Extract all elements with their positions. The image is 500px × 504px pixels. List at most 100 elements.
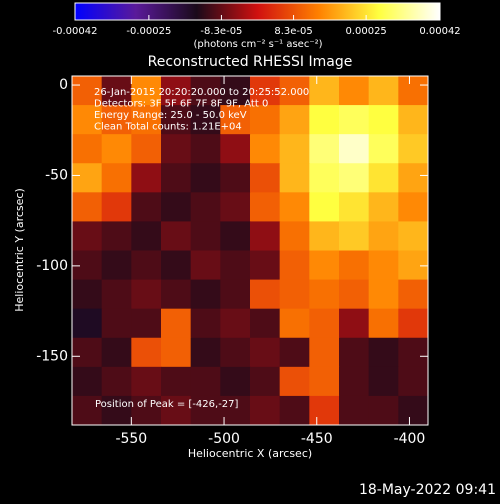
heatmap-cell <box>368 221 399 251</box>
heatmap-cell <box>220 308 251 339</box>
heatmap-cell <box>220 192 251 222</box>
heatmap-cell <box>161 163 192 193</box>
heatmap-cell <box>101 105 132 135</box>
y-axis-label: Heliocentric Y (arcsec) <box>13 188 26 312</box>
heatmap-cell <box>190 395 221 426</box>
heatmap-cell <box>72 337 103 368</box>
heatmap-cell <box>101 250 132 281</box>
heatmap-cell <box>250 221 281 251</box>
heatmap-cell <box>101 308 132 339</box>
heatmap-cell <box>72 395 103 426</box>
heatmap-cell <box>220 76 251 106</box>
heatmap-cell <box>250 192 281 222</box>
heatmap-cell <box>220 279 251 310</box>
heatmap-cell <box>250 308 281 339</box>
plot-frame <box>71 75 429 426</box>
heatmap-cell <box>279 395 310 426</box>
heatmap-cell <box>250 279 281 310</box>
heatmap-cell <box>339 134 370 164</box>
heatmap-cell <box>339 192 370 222</box>
heatmap-cell <box>309 308 340 339</box>
heatmap-cell <box>250 134 281 164</box>
heatmap-cell <box>161 279 192 310</box>
heatmap-cell <box>190 221 221 251</box>
footer-date: 18-May-2022 09:41 <box>359 482 496 498</box>
heatmap-cell <box>161 76 192 106</box>
heatmap-cell <box>279 221 310 251</box>
x-tick-label: -550 <box>115 431 147 447</box>
heatmap-cell <box>161 192 192 222</box>
heatmap-cell <box>161 105 192 135</box>
heatmap-cell <box>309 279 340 310</box>
heatmap-cell <box>398 250 429 281</box>
heatmap-cell <box>368 163 399 193</box>
heatmap-cell <box>398 76 429 106</box>
heatmap-cell <box>101 279 132 310</box>
y-tick-label: -100 <box>36 258 68 274</box>
colorbar-tick-label: 0.00042 <box>419 26 460 37</box>
annotation: Clean Total counts: 1.21E+04 <box>94 122 242 133</box>
heatmap-cell <box>368 395 399 426</box>
heatmap-cell <box>101 163 132 193</box>
heatmap-cell <box>72 221 103 251</box>
heatmap-cell <box>309 250 340 281</box>
heatmap-cell <box>279 192 310 222</box>
colorbar-tick-label: -8.3e-05 <box>200 26 242 37</box>
heatmap-cell <box>72 308 103 339</box>
heatmap-cell <box>190 366 221 397</box>
heatmap-cell <box>131 105 162 135</box>
heatmap-cell <box>309 366 340 397</box>
heatmap-cell <box>368 366 399 397</box>
heatmap-cell <box>220 134 251 164</box>
heatmap-cell <box>250 163 281 193</box>
heatmap-cell <box>190 105 221 135</box>
heatmap-cell <box>398 192 429 222</box>
heatmap-cell <box>398 134 429 164</box>
heatmap-cell <box>101 76 132 106</box>
heatmap-cell <box>250 366 281 397</box>
heatmap-cell <box>72 366 103 397</box>
heatmap-cell <box>161 366 192 397</box>
heatmap-cell <box>190 308 221 339</box>
heatmap-cell <box>309 221 340 251</box>
heatmap-cell <box>220 395 251 426</box>
colorbar-tick-label: 0.00025 <box>345 26 386 37</box>
colorbar-tick-label: -0.00025 <box>126 26 171 37</box>
heatmap-cell <box>72 105 103 135</box>
heatmap-cell <box>101 337 132 368</box>
heatmap-cell <box>161 134 192 164</box>
colorbar-tick-label: 8.3e-05 <box>274 26 312 37</box>
heatmap-cell <box>72 192 103 222</box>
heatmap-cell <box>339 395 370 426</box>
heatmap-cell <box>309 76 340 106</box>
heatmap-cell <box>398 366 429 397</box>
heatmap-cell <box>220 221 251 251</box>
heatmap-cell <box>279 163 310 193</box>
heatmap-cell <box>131 366 162 397</box>
heatmap-cell <box>339 250 370 281</box>
heatmap-cell <box>131 221 162 251</box>
heatmap-cell <box>190 192 221 222</box>
heatmap-cell <box>250 250 281 281</box>
colorbar-tick-label: -0.00042 <box>53 26 98 37</box>
heatmap-cell <box>101 366 132 397</box>
chart-title: Reconstructed RHESSI Image <box>148 54 353 70</box>
heatmap-cell <box>190 163 221 193</box>
heatmap-cell <box>339 279 370 310</box>
heatmap-cell <box>190 250 221 281</box>
y-tick-label: 0 <box>59 77 68 93</box>
heatmap-cell <box>220 250 251 281</box>
heatmap-cell <box>190 279 221 310</box>
heatmap-cell <box>398 163 429 193</box>
heatmap-cell <box>250 76 281 106</box>
heatmap-cell <box>309 395 340 426</box>
heatmap-cell <box>279 279 310 310</box>
heatmap-cell <box>279 134 310 164</box>
colorbar-label: (photons cm⁻² s⁻¹ asec⁻²) <box>193 39 322 50</box>
heatmap-cell <box>131 250 162 281</box>
heatmap-cell <box>339 337 370 368</box>
heatmap-cell <box>131 192 162 222</box>
heatmap-cell <box>279 366 310 397</box>
heatmap-cell <box>339 221 370 251</box>
heatmap-cell <box>398 279 429 310</box>
